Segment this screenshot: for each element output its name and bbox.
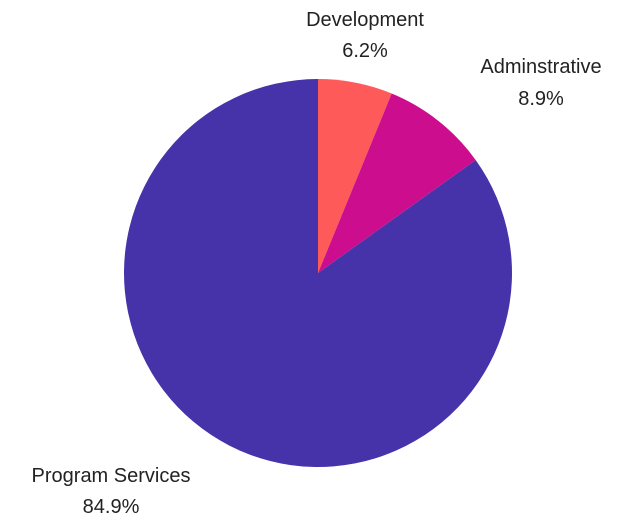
label-development-value: 6.2% (342, 40, 388, 62)
pie-slice-program-services (123, 79, 512, 467)
label-program-services: Program Services 84.9% (32, 465, 191, 518)
pie-slices (123, 79, 512, 467)
label-adminstrative-value: 8.9% (518, 88, 564, 110)
label-development: Development 6.2% (306, 9, 424, 62)
pie-slice-development (318, 79, 392, 273)
label-adminstrative: Adminstrative 8.9% (480, 56, 601, 110)
pie-slice-adminstrative (318, 93, 476, 273)
label-adminstrative-name: Adminstrative (480, 56, 601, 78)
label-development-name: Development (306, 9, 424, 31)
label-program-services-value: 84.9% (83, 496, 140, 518)
label-program-services-name: Program Services (32, 465, 191, 487)
